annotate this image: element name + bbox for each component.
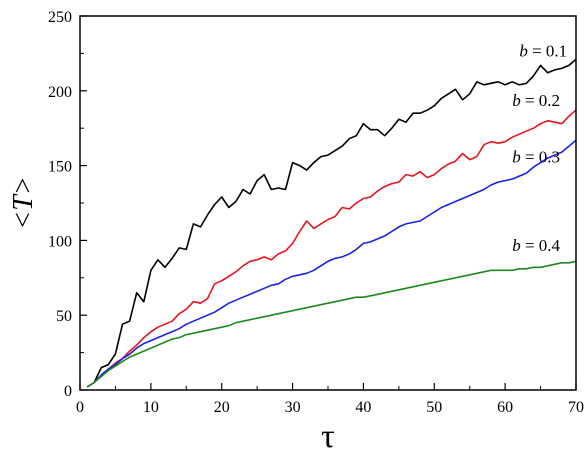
plot-frame xyxy=(79,15,577,391)
x-tick-label: 40 xyxy=(355,399,371,416)
x-tick-label: 0 xyxy=(76,399,84,416)
series-labels: b = 0.1 b = 0.2 b = 0.3 b = 0.4 xyxy=(512,41,567,254)
series-layer xyxy=(86,58,577,388)
ticks-layer: 0 10 20 30 40 50 60 70 0 50 100 150 200 250 xyxy=(48,9,584,416)
y-axis-label: <T> xyxy=(8,176,39,229)
x-axis-label: τ xyxy=(321,418,335,455)
x-tick-label: 70 xyxy=(568,399,584,416)
y-tick-label: 200 xyxy=(48,84,72,101)
y-tick-label: 0 xyxy=(64,383,72,400)
y-tick-label: 50 xyxy=(56,308,72,325)
series-line-2 xyxy=(86,109,577,388)
series-label-1: b = 0.1 xyxy=(519,41,567,60)
y-tick-label: 100 xyxy=(48,233,72,250)
series-line-3 xyxy=(86,139,577,388)
y-tick-label: 150 xyxy=(48,159,72,176)
x-tick-label: 10 xyxy=(143,399,159,416)
x-tick-label: 20 xyxy=(214,399,230,416)
series-label-3: b = 0.3 xyxy=(512,148,560,167)
series-line-4 xyxy=(86,260,577,388)
series-label-4: b = 0.4 xyxy=(512,236,560,255)
x-tick-label: 60 xyxy=(497,399,513,416)
x-tick-label: 30 xyxy=(285,399,301,416)
y-tick-label: 250 xyxy=(48,9,72,26)
series-label-2: b = 0.2 xyxy=(512,91,560,110)
series-line-1 xyxy=(86,58,577,388)
x-tick-label: 50 xyxy=(426,399,442,416)
